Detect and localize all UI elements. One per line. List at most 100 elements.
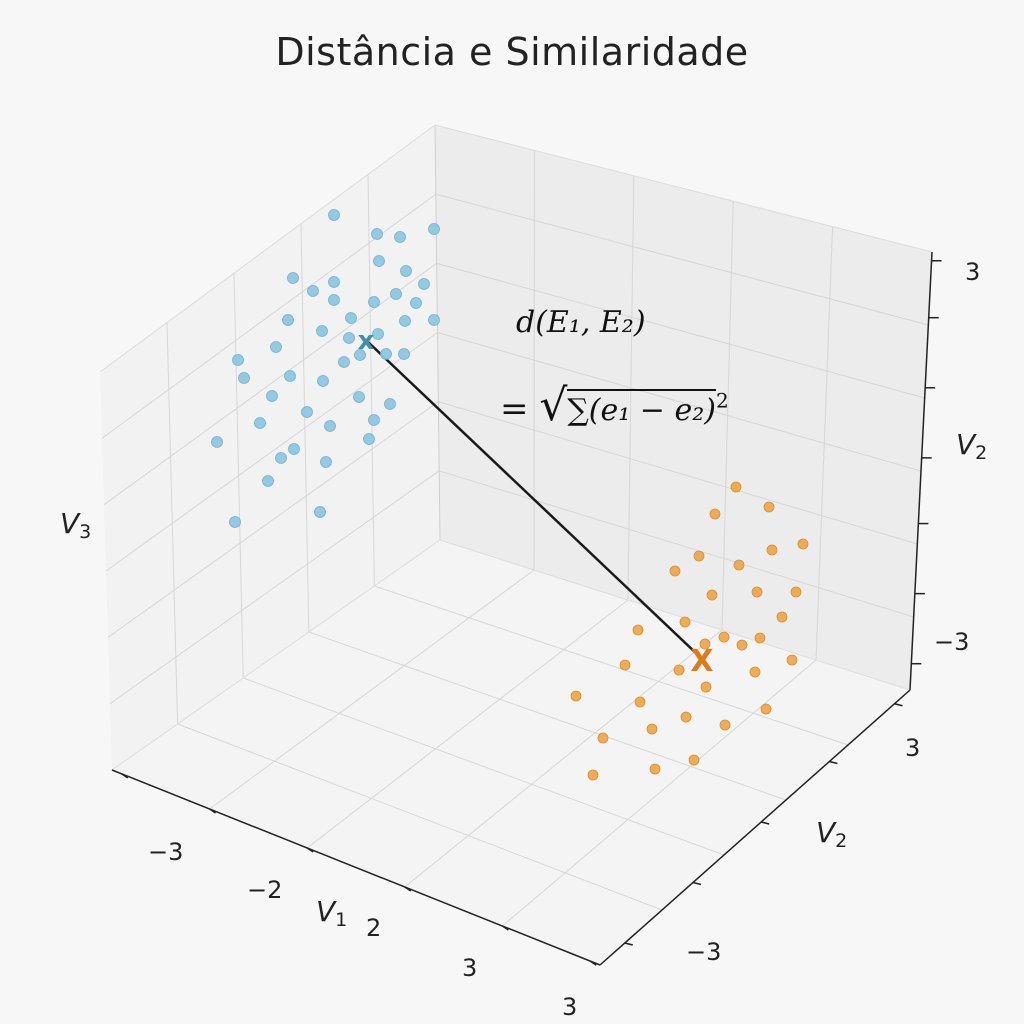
formula-root-icon: √	[539, 380, 568, 431]
cluster1-point	[345, 312, 357, 324]
right-axis-label-sub: 2	[975, 442, 988, 464]
cluster1-point	[338, 356, 350, 368]
grid-line	[109, 470, 440, 705]
cluster2-point	[718, 631, 730, 643]
cluster1-point	[384, 398, 396, 410]
y-tick-mark	[624, 942, 633, 946]
cluster1-point	[266, 390, 278, 402]
cluster1-point	[343, 332, 355, 344]
cluster1-point	[288, 443, 300, 455]
grid-line	[438, 401, 918, 545]
grid-line	[103, 262, 437, 506]
cluster2-point	[749, 666, 761, 678]
cluster1-point	[368, 296, 380, 308]
cluster1-point	[368, 414, 380, 426]
cluster2-point	[619, 659, 631, 671]
grid-line	[107, 401, 439, 638]
x-tick-mark	[501, 925, 509, 931]
z-axis-label-sub: 3	[79, 521, 92, 543]
formula-line1: d(E₁, E₂)	[516, 305, 646, 340]
cluster1-point	[229, 516, 241, 528]
x-tick-mark	[404, 886, 412, 892]
right-axis-label-main: V	[956, 428, 976, 461]
grid-line	[209, 569, 535, 810]
cluster1-point	[394, 231, 406, 243]
cluster2-point	[699, 638, 711, 650]
grid-line	[437, 332, 922, 472]
grid-line	[374, 585, 849, 746]
cluster2-point	[776, 611, 788, 623]
grid-line	[404, 629, 723, 888]
cluster1-point	[373, 255, 385, 267]
cluster1-point	[282, 314, 294, 326]
back-right-pane	[435, 125, 932, 690]
y-axis-label: V2	[816, 816, 847, 852]
z-axis-label: V3	[60, 507, 91, 543]
x-tick-mark	[209, 808, 217, 814]
cluster2-point	[786, 654, 798, 666]
cluster1-point	[211, 436, 223, 448]
y-axis-label-main: V	[816, 816, 836, 849]
cluster2-point	[570, 690, 582, 702]
pane-edge	[111, 539, 441, 771]
x-tick-label: −3	[148, 838, 184, 866]
floor-pane	[112, 540, 910, 965]
grid-line	[436, 262, 925, 399]
y-tick-mark	[894, 703, 903, 707]
x-tick-mark	[121, 773, 129, 779]
cluster1-point	[275, 452, 287, 464]
cluster2-point	[736, 639, 748, 651]
y-tick-mark	[829, 760, 838, 765]
cluster1-point	[418, 278, 430, 290]
pane-edge	[99, 124, 436, 373]
cluster2-point	[751, 586, 763, 598]
cluster1-point	[372, 328, 384, 340]
cluster1-point	[398, 348, 410, 360]
cluster2-point	[766, 544, 778, 556]
z-axis-label-main: V	[60, 507, 80, 540]
grid-line	[435, 193, 929, 326]
cluster2-point	[706, 589, 718, 601]
pane-edge	[434, 124, 441, 541]
cluster2-point	[763, 501, 775, 513]
cluster1-point	[317, 375, 329, 387]
formula-body: ∑(e₁ − e₂)	[567, 389, 716, 428]
z-tick-label: 3	[965, 258, 981, 286]
cluster1-point	[399, 315, 411, 327]
cluster1-point	[270, 341, 282, 353]
right-axis-label: V2	[956, 428, 987, 464]
cluster2-point	[719, 719, 731, 731]
centroid-2-marker: X	[690, 644, 713, 679]
x-tick-mark	[589, 960, 597, 966]
cluster1-point	[287, 272, 299, 284]
cluster2-point	[669, 565, 681, 577]
grid-line	[308, 631, 787, 801]
cluster2-point	[730, 481, 742, 493]
x-tick-label: −2	[247, 876, 283, 904]
pane-edge	[439, 539, 911, 691]
cluster1-point	[390, 288, 402, 300]
cluster1-point	[428, 314, 440, 326]
right-vertical-axis-line	[909, 251, 933, 691]
cluster1-point	[354, 349, 366, 361]
cluster1-point	[328, 294, 340, 306]
cluster2-point	[634, 696, 646, 708]
formula-distance: d(E₁, E₂)	[516, 305, 646, 340]
x-tick-label: 2	[366, 914, 382, 942]
y-axis-label-sub: 2	[835, 830, 848, 852]
x-tick-label: 3	[462, 954, 478, 982]
back-left-pane	[100, 125, 440, 770]
x-tick-label: 3	[562, 993, 578, 1021]
cluster2-point	[754, 632, 766, 644]
cluster1-point	[328, 209, 340, 221]
cluster1-point	[316, 325, 328, 337]
y-tick-mark	[692, 881, 702, 886]
y-tick-mark	[761, 821, 770, 825]
cluster1-point	[262, 475, 274, 487]
cluster1-point	[320, 456, 332, 468]
y-axis-line	[599, 689, 911, 966]
grid-line	[177, 723, 663, 911]
formula-equals: =	[500, 389, 529, 429]
grid-line	[105, 332, 438, 572]
